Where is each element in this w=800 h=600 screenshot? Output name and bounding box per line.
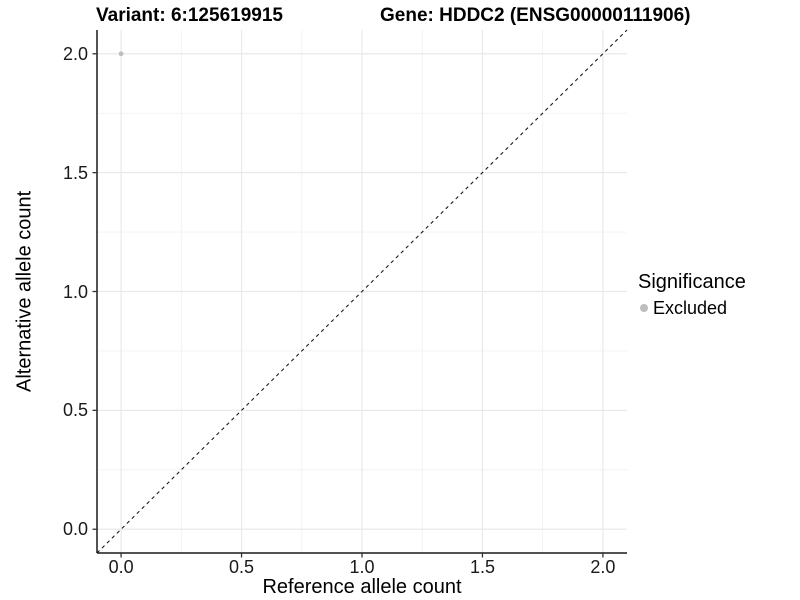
x-axis-title: Reference allele count [262,576,462,598]
plot-panel [92,29,628,558]
x-tick-label: 2.0 [590,557,616,577]
legend-dot-excluded-icon [640,304,648,312]
y-tick-label: 0.0 [62,519,88,540]
x-tick-label: 1.5 [469,557,495,577]
x-tick-label: 0.5 [229,557,255,577]
plot-canvas [92,29,628,558]
legend-item-label: Excluded [653,298,728,318]
legend-title: Significance [638,271,746,293]
plot-title-gene: Gene: HDDC2 (ENSG00000111906) [380,5,691,26]
identity-reference-line [96,29,628,554]
y-tick-label: 2.0 [62,43,88,64]
y-tick-label: 1.5 [62,162,88,183]
x-tick-label: 1.0 [349,557,375,577]
y-tick-label: 1.0 [62,281,88,302]
plot-title-variant: Variant: 6:125619915 [96,5,283,26]
x-tick-label: 0.0 [108,557,134,577]
legend-item-excluded: Excluded [640,298,746,318]
legend: Significance Excluded [638,271,746,318]
data-point [118,51,124,57]
y-axis-title: Alternative allele count [13,190,36,393]
y-tick-label: 0.5 [62,400,88,421]
